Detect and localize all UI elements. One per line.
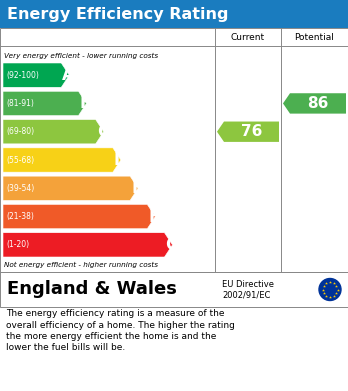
Text: EU Directive: EU Directive [222,280,274,289]
Text: (21-38): (21-38) [6,212,34,221]
Text: 86: 86 [307,96,329,111]
Text: C: C [97,123,109,141]
Polygon shape [217,122,279,142]
Bar [0,28,348,272]
Bar [0,0,348,28]
Circle shape [319,278,341,301]
Text: D: D [114,151,128,169]
Text: lower the fuel bills will be.: lower the fuel bills will be. [6,344,125,353]
Bar [0,272,348,307]
Text: the more energy efficient the home is and the: the more energy efficient the home is an… [6,332,216,341]
Text: Potential: Potential [294,32,334,41]
Polygon shape [3,176,138,201]
Text: Not energy efficient - higher running costs: Not energy efficient - higher running co… [4,262,158,268]
Text: (81-91): (81-91) [6,99,34,108]
Polygon shape [3,91,86,116]
Text: A: A [62,66,75,84]
Polygon shape [283,93,346,114]
Text: overall efficiency of a home. The higher the rating: overall efficiency of a home. The higher… [6,321,235,330]
Polygon shape [3,204,155,229]
Text: G: G [166,236,179,254]
Text: Current: Current [231,32,265,41]
Polygon shape [3,120,104,144]
Text: 2002/91/EC: 2002/91/EC [222,290,270,299]
Text: Very energy efficient - lower running costs: Very energy efficient - lower running co… [4,53,158,59]
Polygon shape [3,63,69,87]
Text: E: E [131,179,142,197]
Text: F: F [148,208,160,226]
Polygon shape [3,148,121,172]
Text: 76: 76 [241,124,262,139]
Text: (69-80): (69-80) [6,127,34,136]
Polygon shape [3,233,173,257]
Text: The energy efficiency rating is a measure of the: The energy efficiency rating is a measur… [6,309,224,318]
Text: (92-100): (92-100) [6,71,39,80]
Text: (39-54): (39-54) [6,184,34,193]
Text: B: B [79,95,92,113]
Text: (1-20): (1-20) [6,240,29,249]
Text: Energy Efficiency Rating: Energy Efficiency Rating [7,7,229,22]
Text: England & Wales: England & Wales [7,280,177,298]
Text: (55-68): (55-68) [6,156,34,165]
